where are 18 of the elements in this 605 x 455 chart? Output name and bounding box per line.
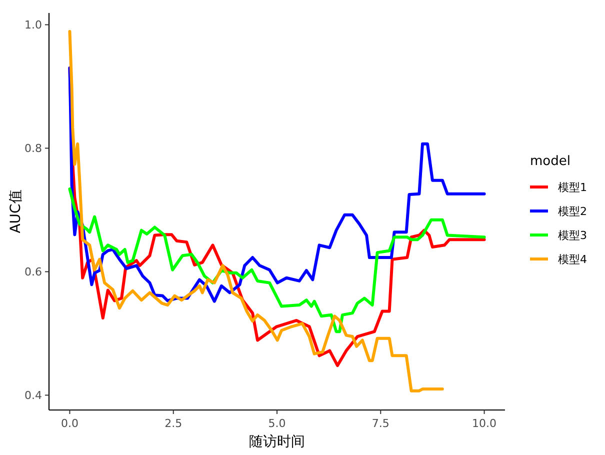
x-tick-label: 2.5 (164, 417, 182, 430)
x-tick-label: 5.0 (268, 417, 286, 430)
x-axis-title: 随访时间 (249, 434, 305, 450)
y-tick-label: 1.0 (24, 18, 42, 32)
y-tick-label: 0.4 (24, 389, 42, 402)
x-tick-label: 7.5 (372, 417, 390, 430)
y-tick-label: 0.6 (24, 266, 42, 279)
legend-label: 模型2 (558, 205, 587, 218)
y-tick-label: 0.8 (24, 142, 42, 156)
legend-title: model (530, 154, 570, 169)
y-axis-title: AUC值 (8, 190, 24, 234)
legend-label: 模型3 (558, 229, 587, 242)
legend-label: 模型4 (558, 253, 587, 266)
x-tick-label: 10.0 (472, 417, 497, 430)
legend-label: 模型1 (558, 181, 587, 194)
line-series (68, 187, 486, 334)
x-tick-label: 0.0 (60, 417, 78, 430)
line-series (68, 30, 444, 392)
